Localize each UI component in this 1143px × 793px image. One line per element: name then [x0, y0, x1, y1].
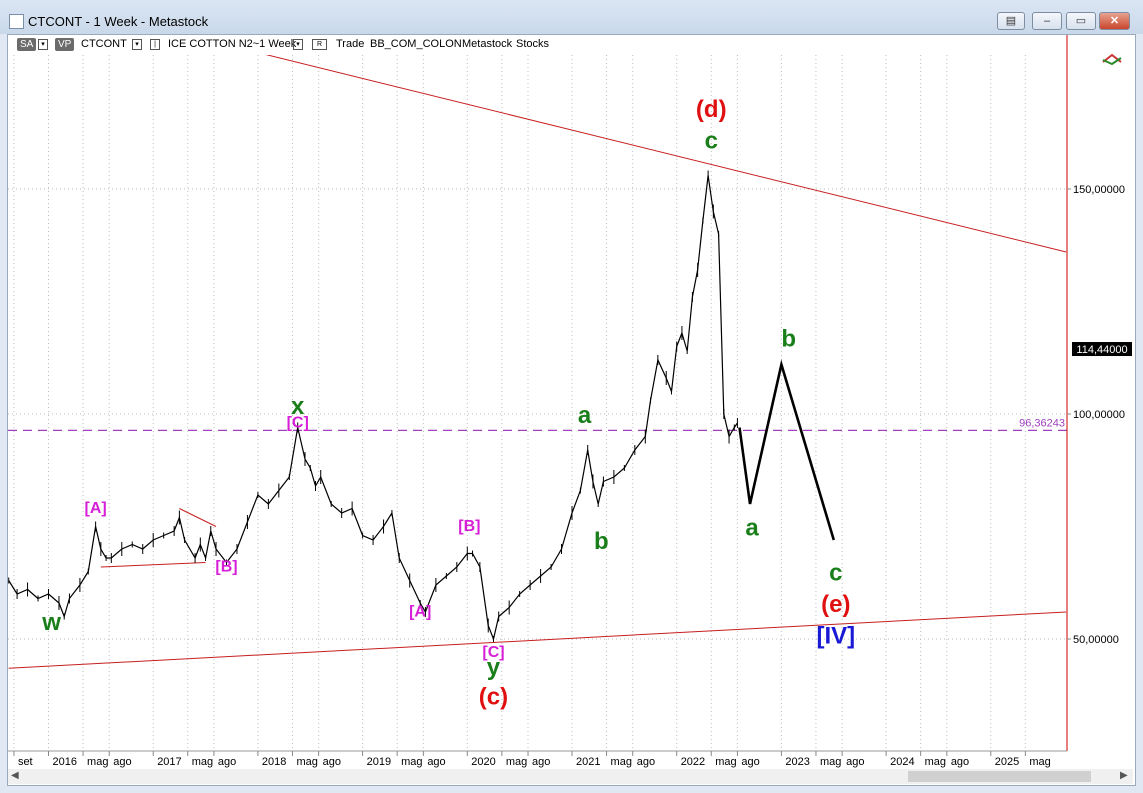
symbol-dropdown-icon[interactable]: ▾ — [132, 39, 142, 50]
wave-label: (e) — [821, 591, 850, 618]
x-tick-label: mag — [87, 756, 108, 768]
horizontal-scrollbar[interactable]: ◀ ▶ — [8, 769, 1133, 784]
wave-label: c — [705, 128, 718, 155]
wave-label: a — [745, 515, 759, 542]
scroll-thumb[interactable] — [908, 771, 1091, 782]
x-tick-label: set — [18, 756, 33, 768]
y-tick-label: 100,00000 — [1073, 409, 1125, 421]
r-label: R — [316, 41, 323, 48]
wave-label: b — [594, 528, 609, 555]
x-tick-label: mag — [401, 756, 422, 768]
x-tick-label: mag — [296, 756, 317, 768]
scroll-left-icon[interactable]: ◀ — [11, 770, 19, 781]
wave-label: (d) — [696, 96, 727, 123]
wave-label: y — [487, 654, 501, 681]
x-tick-label: ago — [637, 756, 655, 768]
x-tick-label: ago — [951, 756, 969, 768]
x-tick-label: 2019 — [367, 756, 391, 768]
title-bar: CTCONT - 1 Week - Metastock ▤ – ▭ ✕ — [0, 0, 1143, 34]
trendline — [100, 562, 206, 568]
projection-path — [738, 359, 836, 541]
x-tick-label: 2023 — [785, 756, 809, 768]
trendline — [265, 55, 1067, 253]
x-tick-label: 2025 — [995, 756, 1019, 768]
chart-toolbar: SA ▾ VP CTCONT ▾ | ICE COTTON N2~1 Week … — [8, 35, 1063, 55]
restore-icon[interactable]: ▤ — [997, 12, 1025, 30]
x-tick-label: mag — [1029, 756, 1050, 768]
wave-label: [C] — [482, 644, 504, 661]
wave-label: w — [41, 609, 61, 636]
sa-dropdown-icon[interactable]: ▾ — [38, 39, 48, 50]
instrument-label: ICE COTTON N2~1 Week — [168, 38, 297, 50]
source-label: Metastock — [462, 38, 513, 50]
x-tick-label: ago — [323, 756, 341, 768]
x-tick-label: mag — [715, 756, 736, 768]
price-series-line — [8, 175, 738, 642]
sa-button[interactable]: SA — [17, 38, 37, 51]
trade-label[interactable]: Trade — [336, 38, 365, 50]
chart-window — [7, 34, 1136, 786]
instrument-toggle-icon[interactable]: | — [150, 39, 160, 50]
wave-label: (c) — [479, 683, 508, 710]
x-tick-label: 2021 — [576, 756, 600, 768]
x-tick-label: 2022 — [681, 756, 705, 768]
trendline — [8, 611, 1067, 669]
x-tick-label: 2024 — [890, 756, 914, 768]
level-label: 96,36243 — [1019, 417, 1065, 429]
close-icon[interactable]: ✕ — [1099, 12, 1130, 30]
x-tick-label: 2017 — [157, 756, 181, 768]
x-tick-label: ago — [113, 756, 131, 768]
x-tick-label: ago — [532, 756, 550, 768]
y-axis-panel — [1067, 35, 1133, 751]
wave-label: [B] — [215, 559, 237, 576]
x-tick-label: ago — [427, 756, 445, 768]
x-tick-label: mag — [192, 756, 213, 768]
wave-label: c — [829, 560, 842, 587]
wave-label: b — [781, 326, 796, 353]
app-icon — [9, 14, 24, 29]
x-tick-label: mag — [506, 756, 527, 768]
wave-label: [A] — [409, 604, 431, 621]
price-badge — [1072, 342, 1132, 357]
wave-label: [C] — [287, 415, 309, 432]
instrument-dropdown-icon[interactable]: ▾ — [293, 39, 303, 50]
x-tick-label: 2016 — [53, 756, 77, 768]
scroll-right-icon[interactable]: ▶ — [1120, 770, 1128, 781]
x-tick-label: mag — [820, 756, 841, 768]
x-tick-label: mag — [925, 756, 946, 768]
trendline — [179, 508, 217, 527]
x-tick-label: ago — [846, 756, 864, 768]
x-tick-label: 2020 — [471, 756, 495, 768]
x-tick-label: 2018 — [262, 756, 286, 768]
drawing-tool-icon-2 — [1102, 57, 1122, 66]
y-tick-label: 150,00000 — [1073, 184, 1125, 196]
vp-button[interactable]: VP — [55, 38, 75, 51]
wave-label: [A] — [85, 500, 107, 517]
wave-label: x — [291, 393, 305, 420]
r-dropdown[interactable]: R — [312, 39, 327, 50]
x-axis-panel — [8, 751, 1133, 769]
type-label: Stocks — [516, 38, 550, 50]
x-tick-label: ago — [741, 756, 759, 768]
window-title: CTCONT - 1 Week - Metastock — [28, 14, 209, 29]
account-label: BB_COM_COLON — [370, 38, 462, 50]
wave-label: [B] — [458, 518, 480, 535]
symbol-label: CTCONT — [81, 38, 127, 50]
wave-label: [IV] — [817, 623, 856, 650]
maximize-icon[interactable]: ▭ — [1066, 12, 1096, 30]
minimize-icon[interactable]: – — [1032, 12, 1062, 30]
price-badge-label: 114,44000 — [1076, 344, 1127, 356]
wave-label: a — [578, 402, 592, 429]
y-tick-label: 50,00000 — [1073, 634, 1119, 646]
x-tick-label: ago — [218, 756, 236, 768]
x-tick-label: mag — [611, 756, 632, 768]
